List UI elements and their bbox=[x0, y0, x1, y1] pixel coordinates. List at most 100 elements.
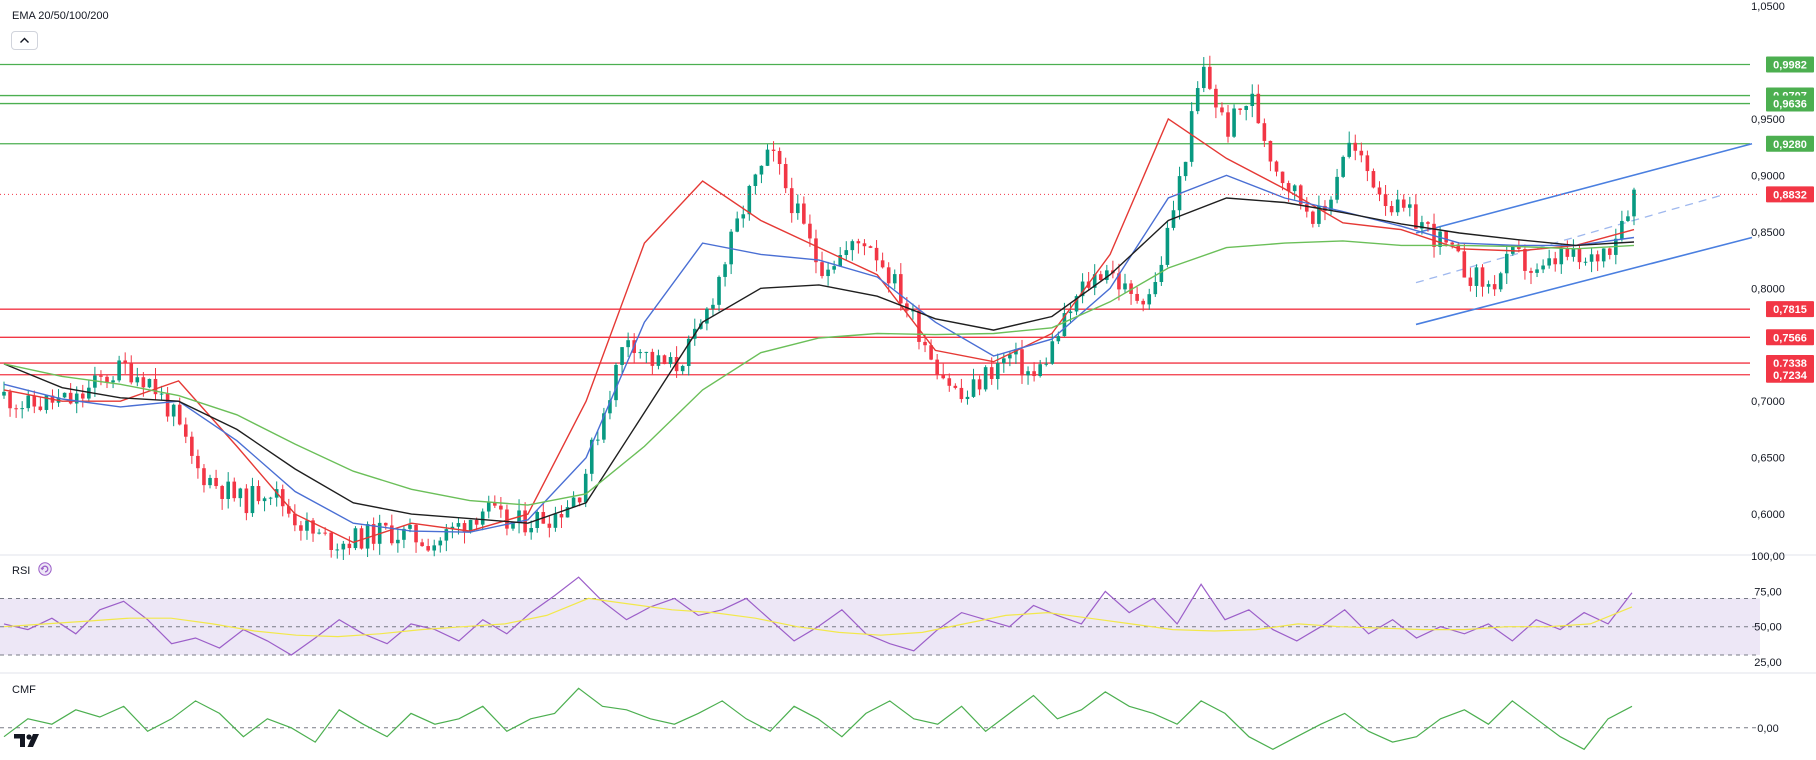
price-candle bbox=[1462, 251, 1467, 278]
price-candle bbox=[1135, 293, 1139, 301]
price-candle bbox=[420, 542, 424, 547]
price-candle bbox=[129, 363, 134, 383]
price-candle bbox=[141, 377, 146, 388]
price-candle bbox=[256, 486, 261, 502]
price-candle bbox=[1068, 311, 1073, 314]
ema-series-line bbox=[3, 117, 1635, 544]
price-candle bbox=[1274, 161, 1279, 172]
price-candle bbox=[553, 514, 558, 528]
price-candle bbox=[1147, 294, 1152, 305]
price-candle bbox=[117, 360, 121, 381]
price-candle bbox=[68, 392, 73, 404]
price-candle bbox=[1571, 248, 1576, 257]
price-candle bbox=[886, 267, 891, 284]
rsi-pane-title: RSI bbox=[12, 565, 31, 577]
collapse-legend-button[interactable] bbox=[11, 31, 38, 50]
price-candle bbox=[1323, 205, 1327, 211]
price-candle bbox=[1002, 358, 1006, 364]
price-candle bbox=[1468, 277, 1473, 286]
trend-channel-lower bbox=[1415, 236, 1753, 326]
price-level-label-box bbox=[1766, 186, 1814, 203]
price-candle bbox=[1244, 106, 1248, 110]
price-candle bbox=[196, 455, 200, 469]
price-candle bbox=[1141, 300, 1145, 305]
price-candle bbox=[511, 522, 515, 529]
price-candle bbox=[1577, 248, 1582, 263]
price-candle bbox=[1292, 185, 1297, 192]
price-candle bbox=[244, 488, 249, 514]
price-candle bbox=[1074, 296, 1079, 312]
price-candle bbox=[1407, 204, 1412, 208]
price-candle bbox=[359, 528, 364, 549]
price-candle bbox=[1280, 171, 1285, 184]
price-candle bbox=[971, 379, 976, 397]
price-candle bbox=[1414, 204, 1418, 229]
price-candle bbox=[1444, 231, 1448, 243]
price-candle bbox=[1201, 66, 1206, 89]
price-candle bbox=[80, 393, 85, 399]
cmf-axis-tick-label: 0,00 bbox=[1757, 723, 1778, 735]
price-candle bbox=[844, 250, 849, 256]
price-level-label-box bbox=[1766, 56, 1814, 73]
price-candle bbox=[1535, 269, 1539, 273]
price-candle bbox=[293, 513, 297, 526]
price-level-label-box bbox=[1766, 366, 1814, 383]
price-candle bbox=[1092, 274, 1097, 288]
price-candle bbox=[456, 523, 461, 527]
price-candle bbox=[305, 520, 309, 531]
price-candle bbox=[438, 540, 443, 546]
price-candle bbox=[238, 488, 243, 499]
ema-series-line bbox=[3, 197, 1635, 524]
price-candle bbox=[62, 392, 67, 398]
price-candle bbox=[329, 532, 334, 550]
tradingview-logo-icon[interactable] bbox=[14, 732, 44, 753]
price-candle bbox=[783, 164, 788, 189]
price-candle bbox=[789, 188, 794, 214]
price-candle bbox=[638, 352, 643, 354]
price-candle bbox=[390, 525, 394, 544]
price-candle bbox=[1517, 245, 1521, 250]
price-candle bbox=[571, 497, 576, 508]
refresh-icon[interactable] bbox=[38, 562, 52, 576]
price-candle bbox=[444, 529, 449, 541]
price-candle bbox=[953, 385, 958, 388]
price-candle bbox=[396, 539, 400, 544]
price-candle bbox=[468, 519, 473, 533]
price-candle bbox=[1523, 249, 1527, 271]
price-candle bbox=[862, 243, 867, 247]
price-candle bbox=[177, 404, 182, 425]
price-candle bbox=[662, 355, 667, 365]
price-candle bbox=[711, 304, 715, 309]
price-candle bbox=[105, 376, 109, 383]
price-candle bbox=[1583, 261, 1588, 263]
price-candle bbox=[202, 468, 206, 486]
price-candle bbox=[32, 395, 37, 407]
price-candle bbox=[1026, 371, 1030, 376]
price-candle bbox=[1008, 354, 1012, 359]
price-candle bbox=[1044, 363, 1049, 365]
price-candle bbox=[892, 274, 897, 284]
price-candle bbox=[486, 502, 491, 512]
price-candle bbox=[723, 264, 727, 277]
price-candle bbox=[426, 546, 430, 551]
price-candle bbox=[1389, 206, 1394, 213]
price-candle bbox=[1486, 284, 1491, 287]
price-candle bbox=[1511, 245, 1515, 254]
price-candle bbox=[608, 400, 612, 414]
price-candle bbox=[650, 351, 655, 366]
indicator-title: EMA 20/50/100/200 bbox=[12, 10, 109, 22]
price-candle bbox=[547, 523, 552, 528]
price-candle bbox=[856, 241, 861, 244]
price-candle bbox=[1080, 281, 1085, 297]
price-candle bbox=[190, 436, 194, 456]
price-candle bbox=[1607, 248, 1612, 255]
price-candle bbox=[1226, 112, 1230, 137]
price-candle bbox=[1123, 283, 1127, 290]
price-candle bbox=[450, 526, 455, 530]
price-candle bbox=[1365, 155, 1370, 172]
price-candle bbox=[1492, 284, 1497, 290]
price-candle bbox=[565, 507, 570, 518]
price-candle bbox=[311, 520, 315, 534]
